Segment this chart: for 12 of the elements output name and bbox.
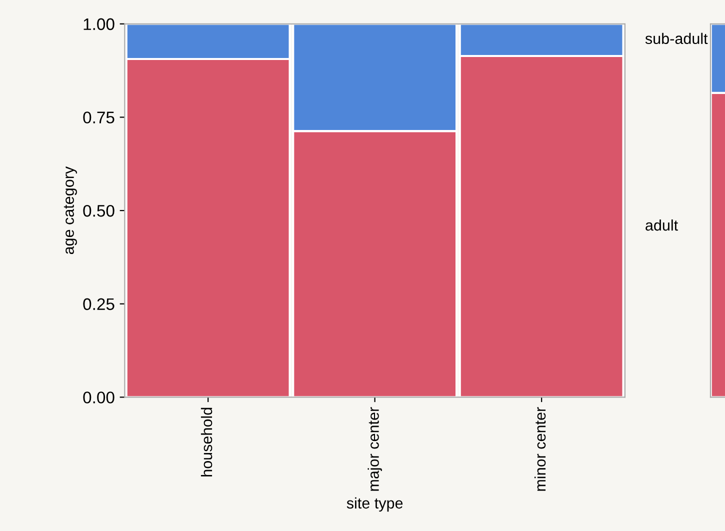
x-tick-label: major center [368,407,382,491]
x-axis-title: site type [346,497,403,512]
y-tick-label: 1.00 [84,18,114,30]
y-axis-title: age category [64,166,77,254]
y-tick-label: 0.50 [83,204,114,217]
series-label: sub-adult [645,32,708,44]
x-tick-label: minor center [534,407,546,491]
y-tick-label: 0.00 [83,392,114,404]
x-tick-label: household [200,408,212,476]
y-tick-label: 0.75 [83,112,114,124]
y-tick-label: 0.25 [83,298,114,310]
series-label: adult [646,219,678,231]
